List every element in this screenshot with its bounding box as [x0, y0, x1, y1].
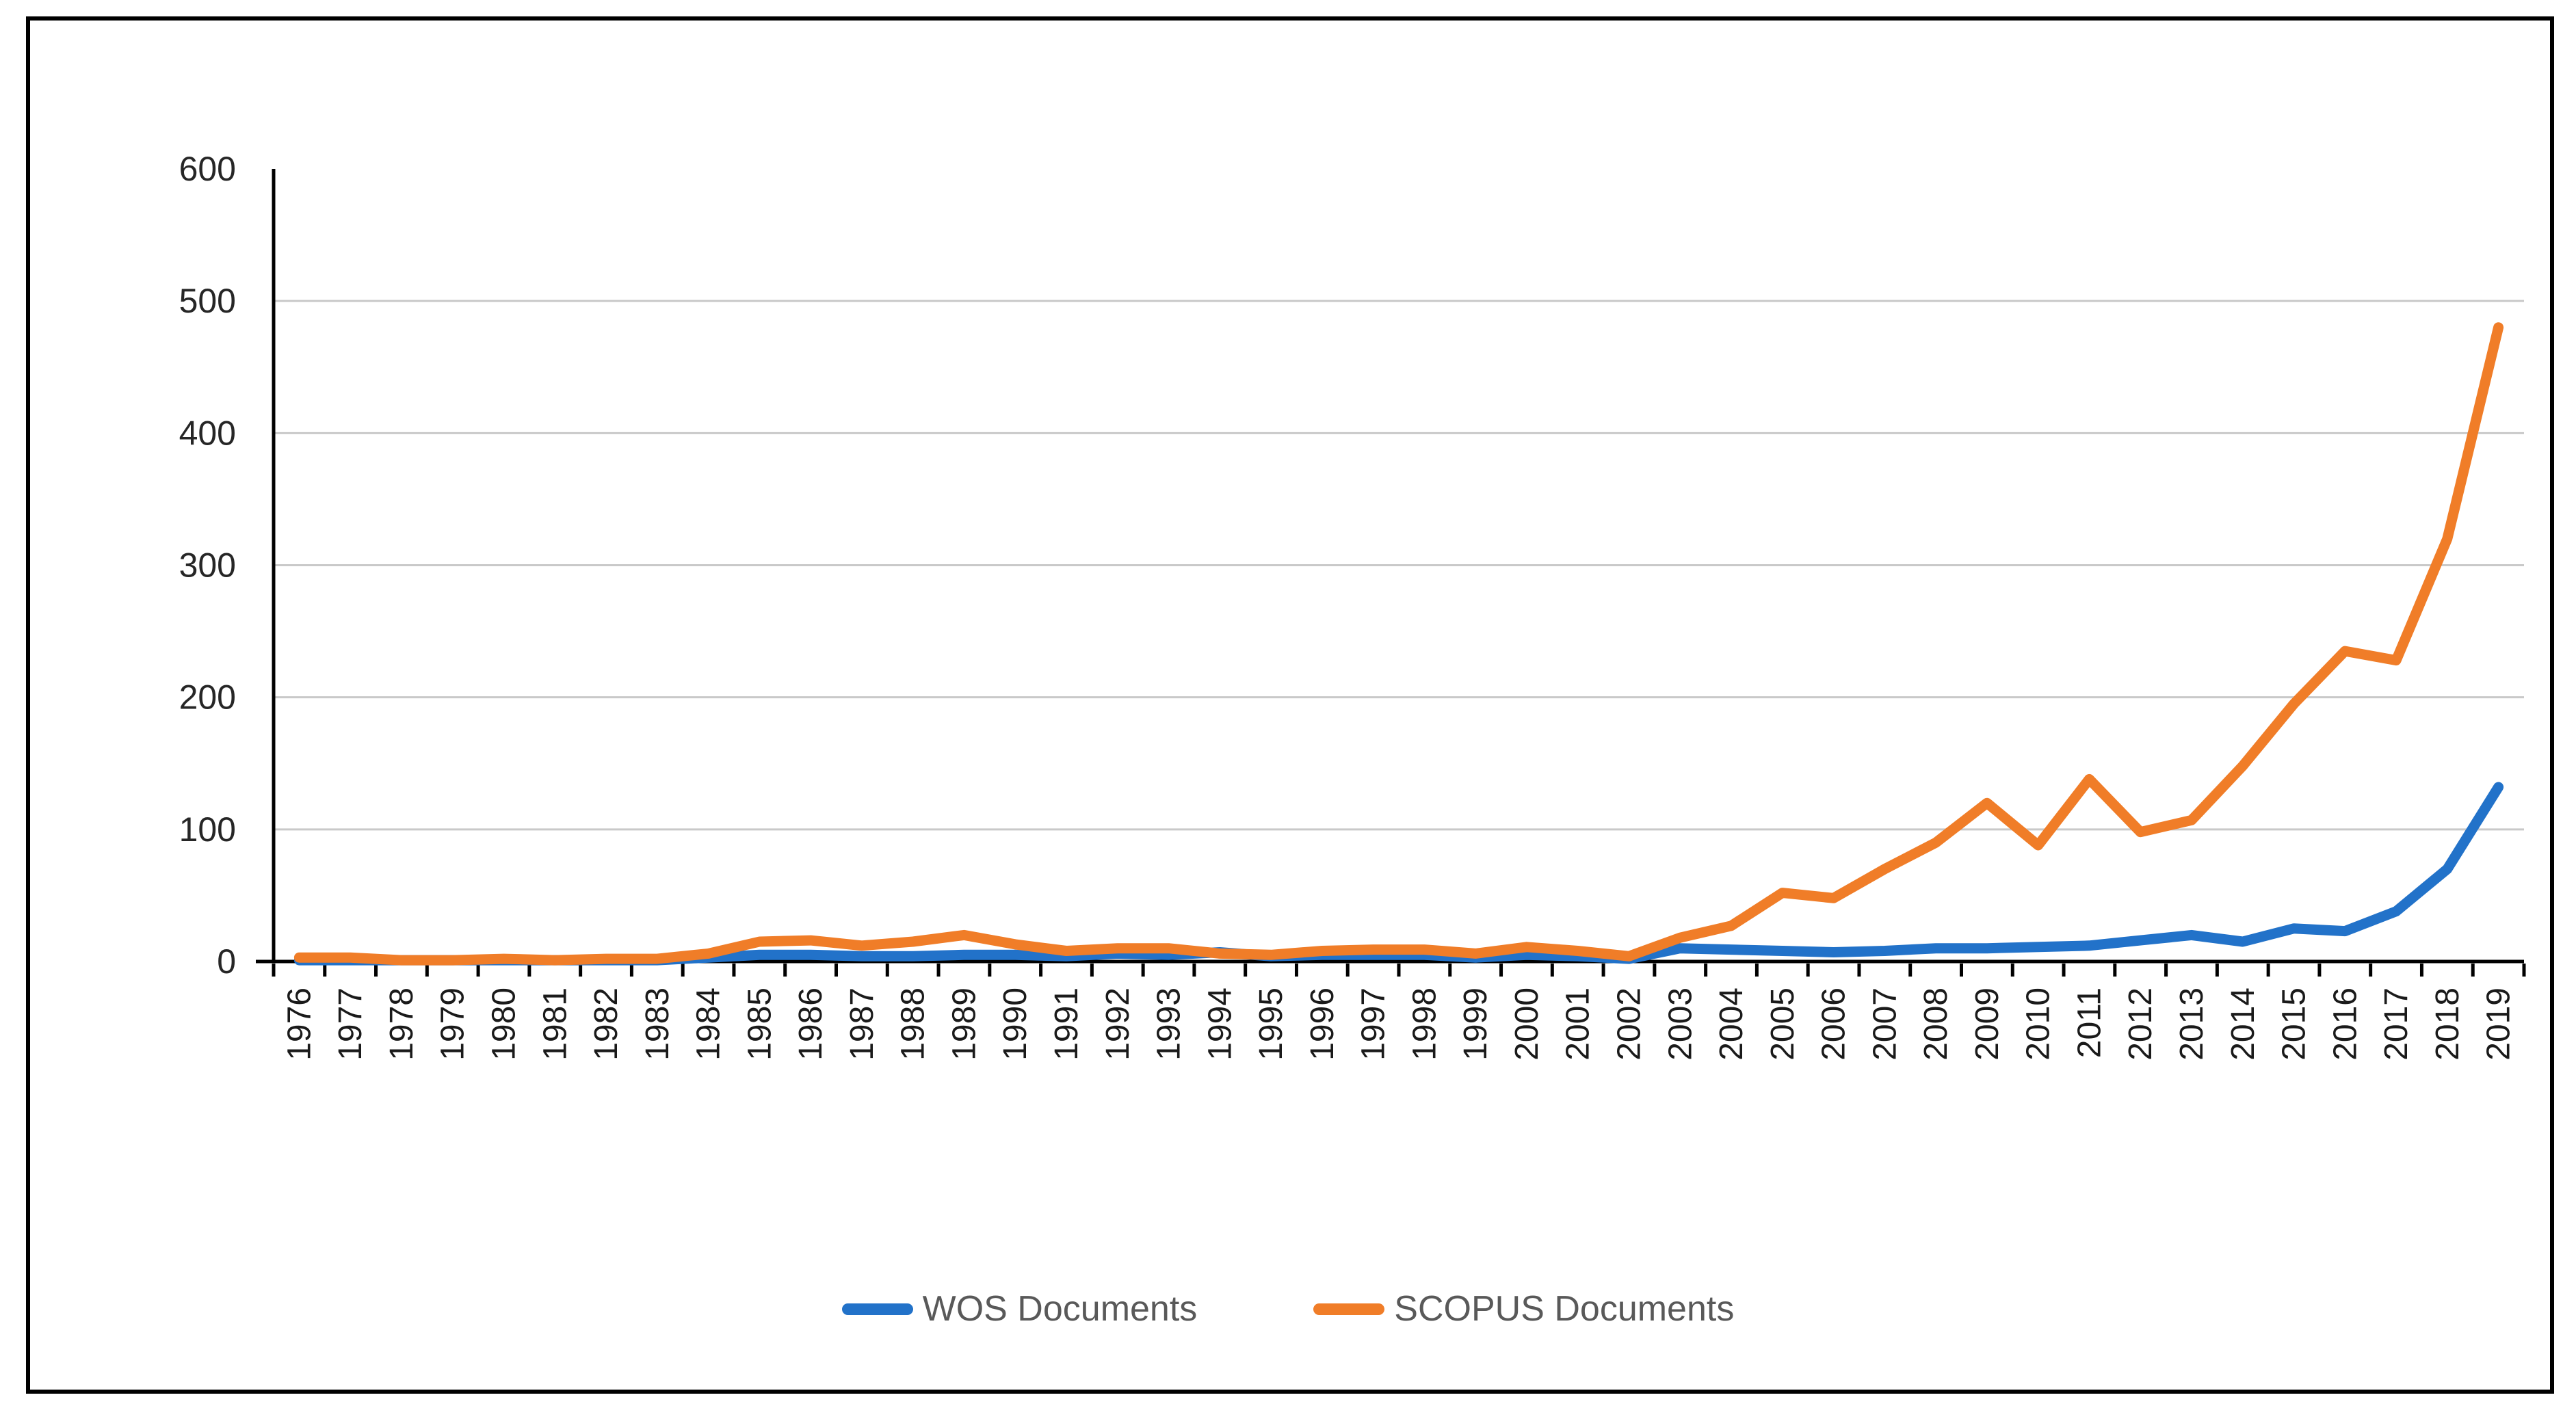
x-tick-label-1985: 1985: [741, 987, 778, 1061]
x-tick-label-1995: 1995: [1253, 987, 1289, 1061]
legend-label-scopus: SCOPUS Documents: [1394, 1289, 1735, 1329]
x-tick-label-1991: 1991: [1049, 987, 1085, 1061]
x-tick-label-1978: 1978: [384, 987, 420, 1061]
x-tick-label-1979: 1979: [435, 987, 471, 1061]
y-tick-label-0: 0: [217, 942, 236, 981]
x-tick-label-2011: 2011: [2071, 987, 2107, 1058]
x-tick-label-1997: 1997: [1356, 987, 1392, 1061]
x-tick-label-2012: 2012: [2122, 987, 2159, 1061]
x-tick-label-2008: 2008: [1918, 987, 1954, 1061]
x-tick-label-2014: 2014: [2225, 987, 2261, 1061]
x-tick-label-1983: 1983: [640, 987, 676, 1061]
legend-swatch-0: [841, 1303, 913, 1315]
x-tick-label-1998: 1998: [1406, 987, 1443, 1061]
legend-label-wos: WOS Documents: [922, 1289, 1198, 1329]
series-line-wos-documents: [293, 782, 2504, 966]
x-tick-label-2001: 2001: [1560, 987, 1596, 1061]
y-tick-label-200: 200: [179, 678, 236, 717]
x-tick-label-2005: 2005: [1765, 987, 1801, 1061]
x-tick-label-2015: 2015: [2276, 987, 2313, 1061]
x-tick-label-2010: 2010: [2021, 987, 2057, 1061]
x-tick-label-2016: 2016: [2327, 987, 2363, 1061]
x-tick-label-2002: 2002: [1611, 987, 1647, 1061]
figure-border: [26, 16, 2554, 1394]
x-tick-label-1976: 1976: [281, 987, 317, 1061]
y-tick-label-500: 500: [179, 282, 236, 320]
x-tick-label-1990: 1990: [997, 987, 1034, 1061]
y-tick-label-600: 600: [179, 150, 236, 188]
x-tick-label-1981: 1981: [537, 987, 573, 1061]
series-line-scopus-documents: [293, 322, 2504, 966]
chart-legend: WOS Documents SCOPUS Documents: [0, 1291, 2576, 1327]
x-tick-label-2004: 2004: [1713, 987, 1750, 1061]
x-tick-label-2013: 2013: [2174, 987, 2210, 1061]
x-tick-label-1996: 1996: [1304, 987, 1341, 1061]
x-tick-label-1982: 1982: [588, 987, 625, 1061]
x-tick-label-1977: 1977: [332, 987, 369, 1061]
x-tick-label-1989: 1989: [946, 987, 982, 1061]
x-tick-label-2003: 2003: [1662, 987, 1698, 1061]
x-tick-label-2000: 2000: [1509, 987, 1545, 1061]
x-tick-label-2017: 2017: [2378, 987, 2415, 1061]
x-tick-label-1999: 1999: [1458, 987, 1494, 1061]
x-tick-label-1988: 1988: [895, 987, 932, 1061]
legend-swatch-1: [1313, 1303, 1385, 1315]
x-tick-label-1994: 1994: [1202, 987, 1238, 1061]
x-tick-label-1987: 1987: [844, 987, 880, 1061]
x-tick-label-1980: 1980: [486, 987, 522, 1061]
x-tick-label-2007: 2007: [1867, 987, 1903, 1061]
y-tick-label-300: 300: [179, 546, 236, 585]
x-tick-label-2009: 2009: [1969, 987, 2006, 1061]
x-tick-label-2006: 2006: [1816, 987, 1852, 1061]
x-tick-label-2019: 2019: [2481, 987, 2517, 1061]
x-tick-label-1993: 1993: [1151, 987, 1187, 1061]
legend-item-scopus: SCOPUS Documents: [1313, 1291, 1734, 1327]
x-tick-label-1992: 1992: [1100, 987, 1136, 1061]
y-tick-label-100: 100: [179, 810, 236, 849]
x-tick-label-2018: 2018: [2430, 987, 2466, 1061]
x-tick-label-1984: 1984: [691, 987, 727, 1061]
legend-item-wos: WOS Documents: [841, 1289, 1198, 1329]
y-tick-label-400: 400: [179, 414, 236, 452]
x-tick-label-1986: 1986: [793, 987, 829, 1061]
